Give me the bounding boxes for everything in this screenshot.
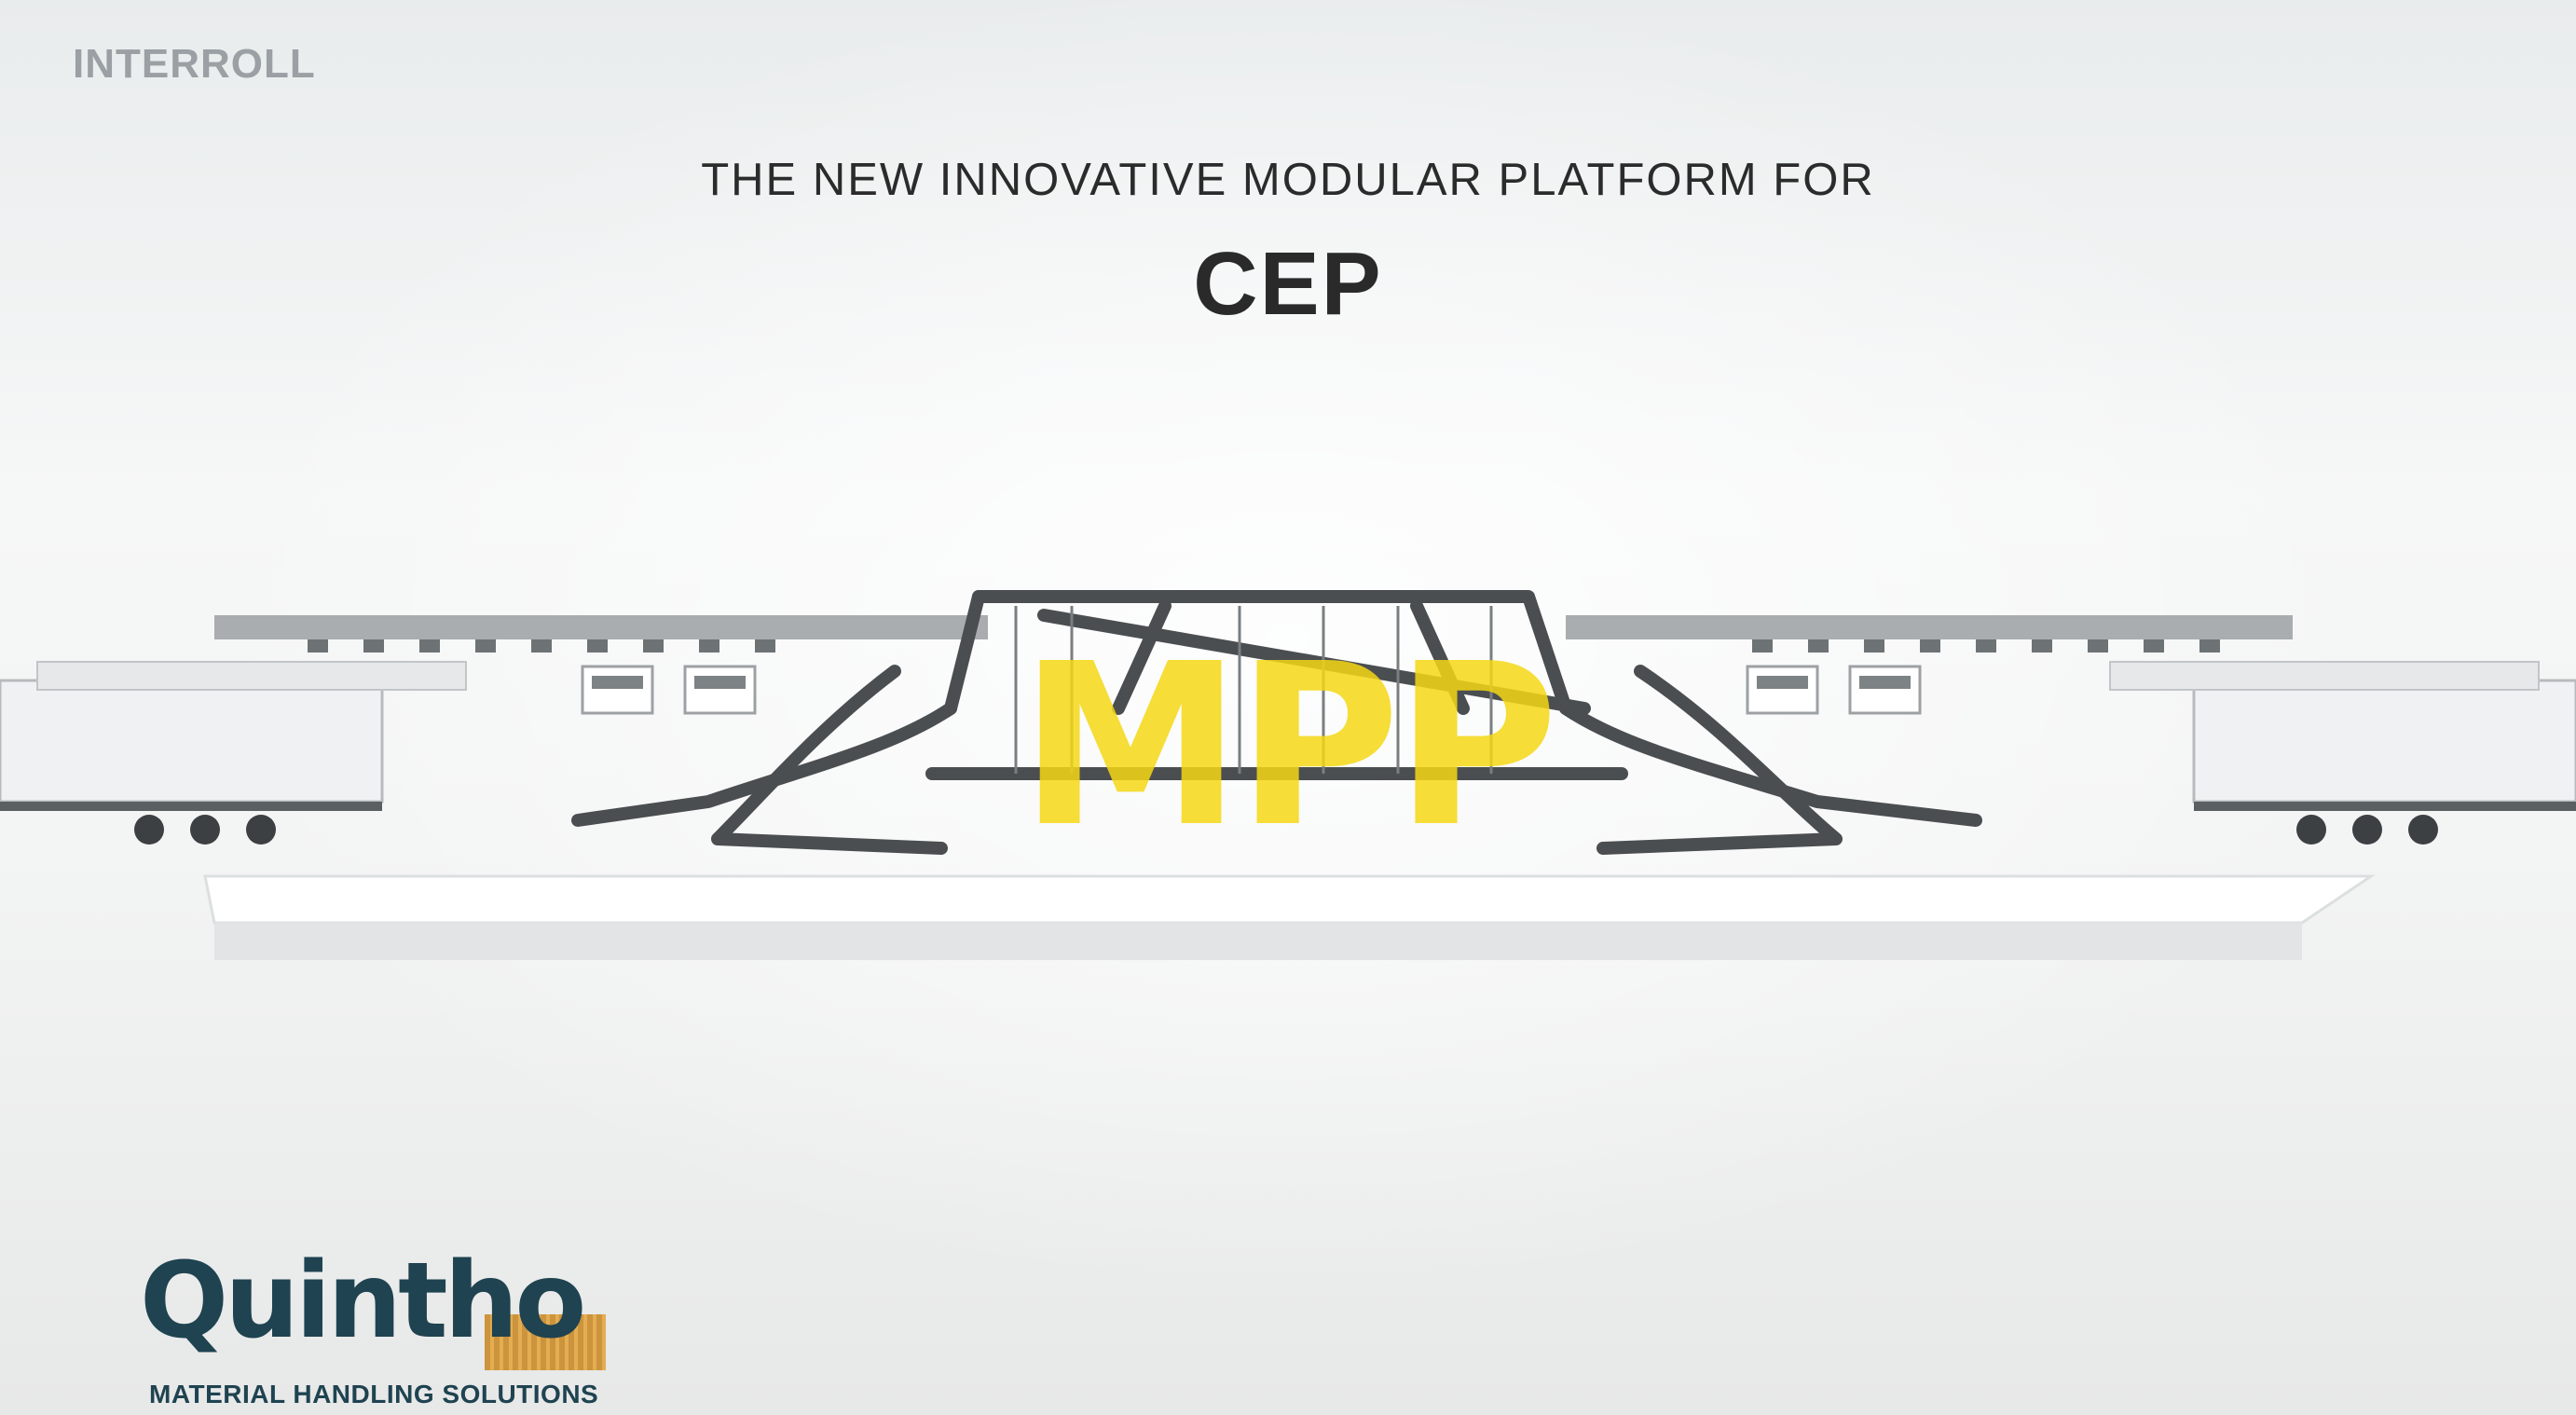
headline: THE NEW INNOVATIVE MODULAR PLATFORM FOR (701, 155, 1875, 205)
dealer-tagline: MATERIAL HANDLING SOLUTIONS (149, 1380, 599, 1408)
trailer-left-2 (36, 661, 467, 691)
conveyor-network (571, 590, 1982, 855)
floor-platform (203, 874, 2376, 925)
roof-right (1566, 615, 2293, 639)
van-right-1 (1746, 665, 1819, 715)
interroll-logo: INTERROLL (73, 41, 316, 87)
roof-left (214, 615, 988, 639)
dock-doors-left (308, 639, 775, 653)
dealer-logo: Quintho MATERIAL HANDLING SOLUTIONS (140, 1249, 624, 1408)
van-right-2 (1848, 665, 1922, 715)
subject-title: CEP (1193, 234, 1383, 334)
dealer-name: Quintho (140, 1241, 586, 1362)
van-left-1 (581, 665, 654, 715)
overlay-acronym: MPP (1019, 615, 1559, 876)
floor-shadow (214, 923, 2302, 960)
conveyor-supports (1014, 606, 1493, 774)
trailer-right-2 (2109, 661, 2540, 691)
trailer-right-1 (2192, 679, 2576, 845)
van-left-2 (683, 665, 757, 715)
trailer-left-1 (0, 679, 384, 845)
dealer-logo-accent (485, 1314, 606, 1370)
dock-doors-right (1752, 639, 2220, 653)
